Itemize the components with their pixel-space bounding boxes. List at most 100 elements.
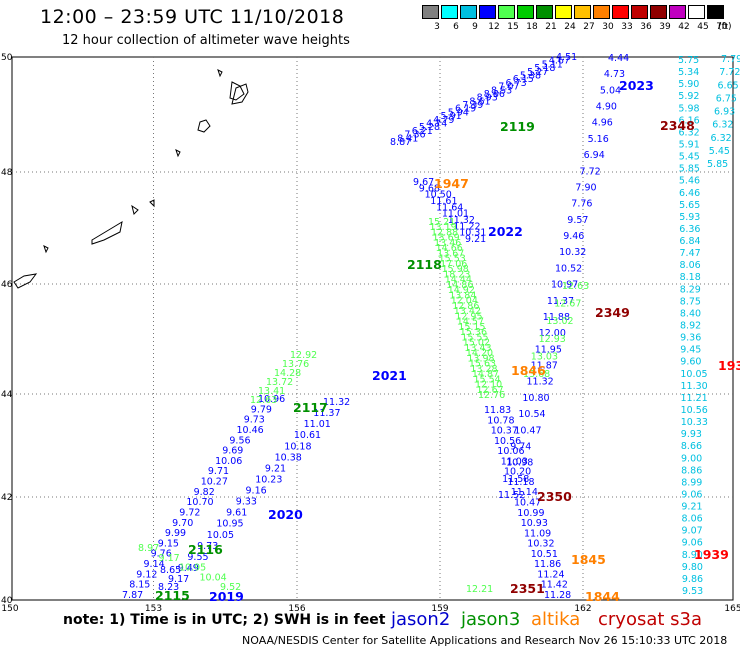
wave-height-value: 10.06 [497,446,524,457]
wave-height-value: 7.72 [580,166,601,177]
pass-time-label: 2118 [407,257,442,272]
lat-label: 40 [1,596,13,606]
wave-height-value: 8.86 [484,89,505,100]
scale-swatch [669,5,686,19]
wave-height-value: 8.61 [469,96,490,107]
wave-height-value: 8.15 [129,580,150,591]
wave-height-value: 5.34 [678,67,699,78]
wave-height-value: 5.93 [679,212,700,223]
wave-height-value: 10.33 [681,417,708,428]
wave-height-value: 12.67 [554,299,581,310]
legend-entry-jason2: jason2 [391,609,451,630]
map-subtitle: 12 hour collection of altimeter wave hei… [62,33,350,48]
scale-label: 15 [507,22,519,32]
wave-height-value: 9.21 [265,463,286,474]
scale-label: 45 [697,22,709,32]
scale-swatch [536,5,553,19]
footnote: note: 1) Time is in UTC; 2) SWH is in fe… [63,612,386,628]
scale-label: 70 [716,22,728,32]
wave-height-value: 9.70 [172,518,193,529]
wave-height-value: 11.30 [681,381,708,392]
wave-height-value: 5.65 [679,200,700,211]
wave-height-value: 6.32 [711,133,732,144]
scale-label: 33 [621,22,633,32]
wave-height-value: 12.10 [475,380,502,391]
wave-height-value: 10.05 [680,369,707,380]
scale-label: 42 [678,22,690,32]
map-title: 12:00 – 23:59 UTC 11/10/2018 [40,6,345,28]
wave-height-value: 5.91 [679,140,700,151]
wave-height-value: 10.61 [294,430,321,441]
wave-height-value: 10.78 [487,415,514,426]
credit-line: NOAA/NESDIS Center for Satellite Applica… [242,634,728,647]
wave-height-value: 8.90 [682,550,703,561]
wave-height-value: 5.90 [678,79,699,90]
wave-height-value: 4.74 [426,119,447,130]
pass-time-label: 2349 [595,305,630,320]
wave-height-value: 8.86 [681,465,702,476]
pass-time-label: 2115 [155,588,190,603]
wave-height-value: 4.44 [608,53,629,64]
wave-height-value: 10.70 [186,497,213,508]
wave-height-value: 5.18 [534,63,555,74]
wave-height-value: 8.97 [138,543,159,554]
wave-height-value: 9.16 [246,486,267,497]
lon-label: 156 [288,604,305,614]
wave-height-value: 7.72 [719,67,740,78]
wave-height-value: 11.14 [511,487,538,498]
wave-height-value: 12.88 [431,228,458,239]
wave-height-value: 13.02 [546,316,573,327]
wave-height-value: 9.72 [179,508,200,519]
wave-height-value: 14.92 [448,285,475,296]
lon-label: 162 [574,604,591,614]
wave-height-value: 10.46 [237,425,264,436]
wave-height-value: 4.51 [556,52,577,63]
wave-height-value: 6.75 [716,93,737,104]
wave-height-value: 7.36 [404,130,425,141]
wave-height-value: 14.66 [436,243,463,254]
wave-height-value: 9.60 [680,357,701,368]
wave-height-value: 11.87 [531,361,558,372]
scale-swatch [441,5,458,19]
wave-height-value: 4.67 [549,56,570,67]
wave-height-value: 11.28 [544,590,571,601]
wave-height-value: 5.28 [419,122,440,133]
wave-height-value: 8.53 [491,85,512,96]
scale-swatch [707,5,724,19]
wave-height-value: 11.32 [527,377,554,388]
wave-height-value: 15.36 [460,327,487,338]
pass-time-label: 193 [718,358,740,373]
pass-time-label: 2020 [268,507,303,522]
scale-swatch [574,5,591,19]
wave-height-value: 9.93 [681,429,702,440]
wave-height-value: 5.45 [709,146,730,157]
wave-height-value: 9.73 [244,415,265,426]
wave-height-value: 9.53 [682,586,703,597]
wave-height-value: 13.76 [282,359,309,370]
lon-label: 159 [431,604,448,614]
wave-height-value: 6.84 [679,236,700,247]
wave-height-value: 6.65 [718,80,739,91]
wave-height-value: 10.06 [215,456,242,467]
wave-height-value: 14.87 [472,369,499,380]
wave-height-value: 9.99 [165,528,186,539]
wave-height-value: 10.56 [681,405,708,416]
wave-height-value: 11.95 [535,344,562,355]
lon-label: 150 [1,604,18,614]
wave-height-value: 10.47 [514,425,541,436]
wave-height-value: 8.66 [681,441,702,452]
lon-label: 153 [145,604,162,614]
wave-height-value: 13.46 [434,238,461,249]
wave-height-value: 9.80 [682,562,703,573]
wave-height-value: 10.52 [555,263,582,274]
wave-height-value: 13.19 [430,222,457,233]
scale-swatch [517,5,534,19]
wave-height-value: 15.15 [458,322,485,333]
island-outline [217,69,223,78]
wave-height-value: 8.87 [390,137,411,148]
wave-height-value: 10.98 [506,458,533,469]
wave-height-value: 10.54 [518,409,545,420]
wave-height-value: 5.11 [542,59,563,70]
scale-unit: (ft) [718,22,732,32]
wave-height-value: 12.21 [466,584,493,595]
